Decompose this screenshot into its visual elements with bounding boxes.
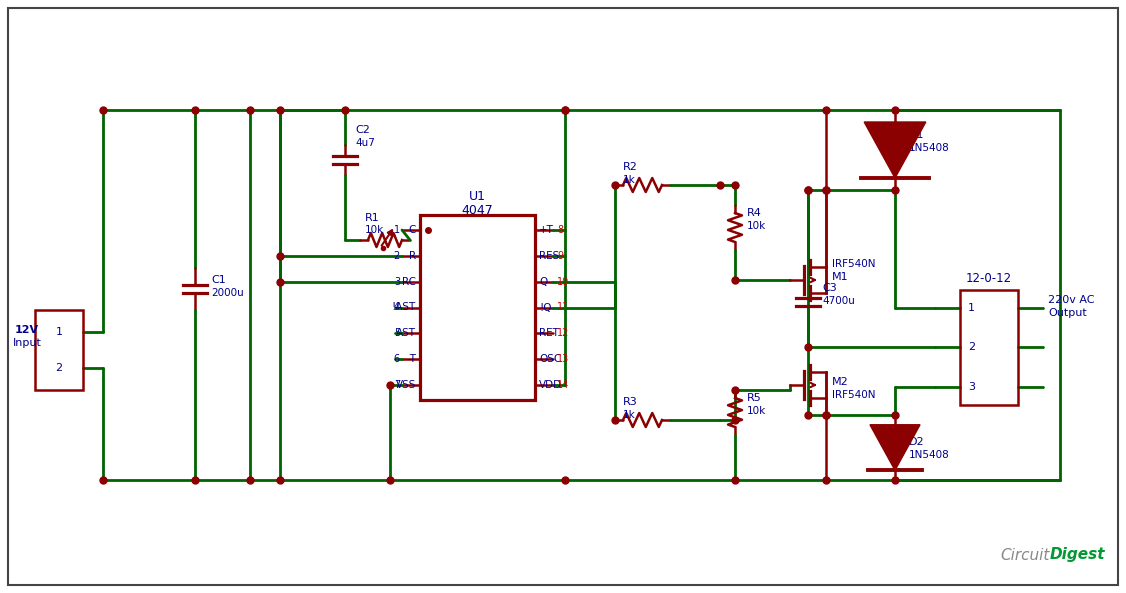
Text: VDD: VDD: [539, 380, 562, 390]
Text: 1: 1: [394, 225, 400, 235]
Text: IRF540N: IRF540N: [832, 259, 876, 269]
Text: 4047: 4047: [462, 203, 493, 216]
Text: 2000u: 2000u: [211, 288, 243, 298]
Text: 2: 2: [968, 342, 975, 352]
Polygon shape: [864, 122, 926, 178]
Text: Circuit: Circuit: [1001, 547, 1051, 563]
Text: C: C: [409, 225, 415, 235]
Text: 3: 3: [968, 382, 975, 392]
Text: 1: 1: [968, 303, 975, 313]
Text: VSS: VSS: [395, 380, 415, 390]
Text: 2: 2: [394, 251, 400, 261]
Text: 10k: 10k: [365, 225, 384, 235]
Text: 4u7: 4u7: [355, 138, 375, 148]
Text: 3: 3: [394, 277, 400, 286]
Text: 5: 5: [394, 329, 400, 339]
Text: 10: 10: [557, 277, 570, 286]
Text: D2: D2: [909, 437, 924, 447]
Text: IRF540N: IRF540N: [832, 390, 876, 400]
Text: 10k: 10k: [747, 406, 767, 416]
Text: !AST: !AST: [392, 302, 415, 313]
Text: 12-0-12: 12-0-12: [966, 272, 1012, 285]
Text: 1k: 1k: [623, 175, 636, 185]
Text: +T: +T: [539, 225, 554, 235]
Bar: [960, 290, 1018, 405]
Text: 8: 8: [557, 225, 563, 235]
Polygon shape: [870, 425, 920, 470]
Text: 13: 13: [557, 354, 570, 364]
Text: RES: RES: [539, 251, 560, 261]
Text: R3: R3: [623, 397, 637, 407]
Text: R5: R5: [747, 393, 762, 403]
Bar: [420, 215, 535, 400]
Text: U1: U1: [468, 190, 485, 203]
Text: Q: Q: [539, 277, 547, 286]
Text: 1N5408: 1N5408: [909, 450, 949, 460]
Text: C3: C3: [822, 283, 837, 293]
Text: C2: C2: [355, 125, 369, 135]
Text: 4: 4: [394, 302, 400, 313]
Text: Digest: Digest: [1051, 547, 1106, 563]
Text: 1k: 1k: [623, 410, 636, 420]
Text: 6: 6: [394, 354, 400, 364]
Text: 1: 1: [55, 327, 63, 337]
Text: !Q: !Q: [539, 302, 552, 313]
Text: 1N5408: 1N5408: [909, 143, 949, 153]
Text: RET: RET: [539, 329, 558, 339]
Text: Output: Output: [1048, 308, 1087, 318]
Text: -T: -T: [406, 354, 415, 364]
Text: 4700u: 4700u: [822, 296, 855, 306]
Text: 14: 14: [557, 380, 570, 390]
Text: 12V: 12V: [15, 325, 39, 335]
Text: 2: 2: [55, 363, 63, 373]
Bar: [35, 310, 83, 390]
Text: AST: AST: [396, 329, 415, 339]
Text: 7: 7: [394, 380, 400, 390]
Text: R4: R4: [747, 208, 762, 218]
Text: R: R: [409, 251, 415, 261]
Text: R1: R1: [365, 213, 379, 223]
Text: D1: D1: [909, 130, 924, 140]
Text: M1: M1: [832, 272, 849, 282]
Text: 9: 9: [557, 251, 563, 261]
Text: R2: R2: [623, 162, 637, 172]
Text: M2: M2: [832, 377, 849, 387]
Text: OSC: OSC: [539, 354, 561, 364]
Text: RC: RC: [402, 277, 415, 286]
Text: C1: C1: [211, 275, 225, 285]
Text: 220v AC: 220v AC: [1048, 295, 1094, 305]
Text: 12: 12: [557, 329, 570, 339]
Text: 11: 11: [557, 302, 570, 313]
Text: 10k: 10k: [747, 221, 767, 231]
Text: Input: Input: [12, 338, 42, 348]
